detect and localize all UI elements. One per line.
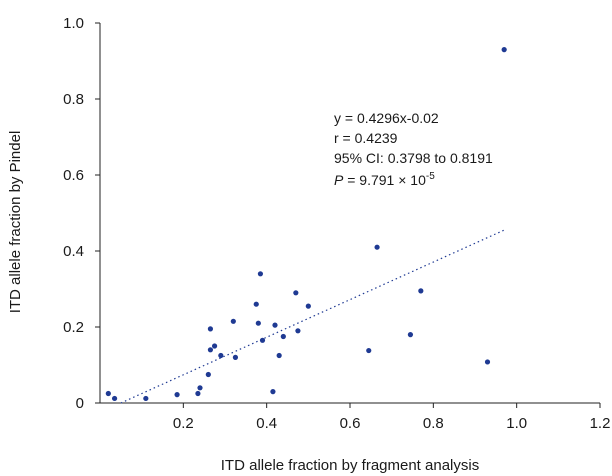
data-point: [197, 385, 203, 391]
data-point: [259, 337, 266, 343]
data-point: [293, 290, 299, 296]
data-point: [111, 395, 118, 402]
data-point: [232, 354, 239, 360]
data-point: [207, 347, 214, 353]
data-point: [174, 392, 180, 398]
y-tick-label: 0.4: [63, 243, 84, 260]
data-point: [143, 395, 149, 402]
axes: 0.2 0.4 0.6 0.8 1.0 1.2 0 0.2 0.4 0.6 0.8 1.0: [63, 15, 610, 432]
p-exponent: -5: [426, 171, 435, 182]
data-point: [484, 359, 491, 365]
data-point: [207, 326, 214, 332]
y-tick-label: 1.0: [63, 15, 84, 32]
data-point: [105, 390, 111, 397]
confidence-interval-text: 95% CI: 0.3798 to 0.8191: [334, 150, 493, 166]
data-point: [280, 333, 286, 340]
data-point: [270, 389, 276, 395]
data-point: [276, 352, 282, 359]
data-point: [257, 271, 264, 277]
regression-annotation: y = 0.4296x-0.02 r = 0.4239 95% CI: 0.37…: [334, 110, 493, 188]
y-tick-label: 0.8: [63, 91, 84, 108]
x-tick-label: 1.2: [590, 415, 611, 432]
data-point: [205, 371, 211, 378]
data-point: [272, 322, 278, 328]
data-point: [501, 47, 507, 53]
p-value-text: P = 9.791 × 10-5: [334, 171, 435, 188]
data-point: [305, 303, 311, 309]
y-axis-label: ITD allele fraction by Pindel: [7, 131, 24, 314]
p-symbol: P: [334, 172, 344, 188]
data-point: [418, 288, 424, 294]
trendline: [120, 229, 505, 404]
data-point: [230, 318, 236, 324]
data-point: [366, 347, 372, 354]
data-point: [195, 390, 201, 397]
data-point: [253, 301, 259, 307]
x-tick-label: 1.0: [506, 415, 527, 432]
x-axis-label: ITD allele fraction by fragment analysis: [221, 457, 479, 474]
x-tick-label: 0.4: [256, 415, 277, 432]
x-tick-label: 0.2: [173, 415, 194, 432]
x-tick-label: 0.6: [340, 415, 361, 432]
y-tick-label: 0.2: [63, 319, 84, 336]
data-point: [295, 328, 301, 334]
correlation-text: r = 0.4239: [334, 130, 398, 146]
y-tick-label: 0.6: [63, 167, 84, 184]
y-tick-label: 0: [76, 395, 84, 412]
data-point: [255, 320, 261, 326]
data-point: [407, 332, 414, 338]
data-point: [218, 352, 224, 359]
x-tick-label: 0.8: [423, 415, 444, 432]
p-value: = 9.791 × 10: [343, 172, 426, 188]
data-point: [211, 343, 218, 349]
equation-text: y = 0.4296x-0.02: [334, 110, 439, 126]
data-points: [105, 47, 507, 402]
trendline-layer: [120, 229, 505, 404]
data-point: [374, 244, 380, 250]
